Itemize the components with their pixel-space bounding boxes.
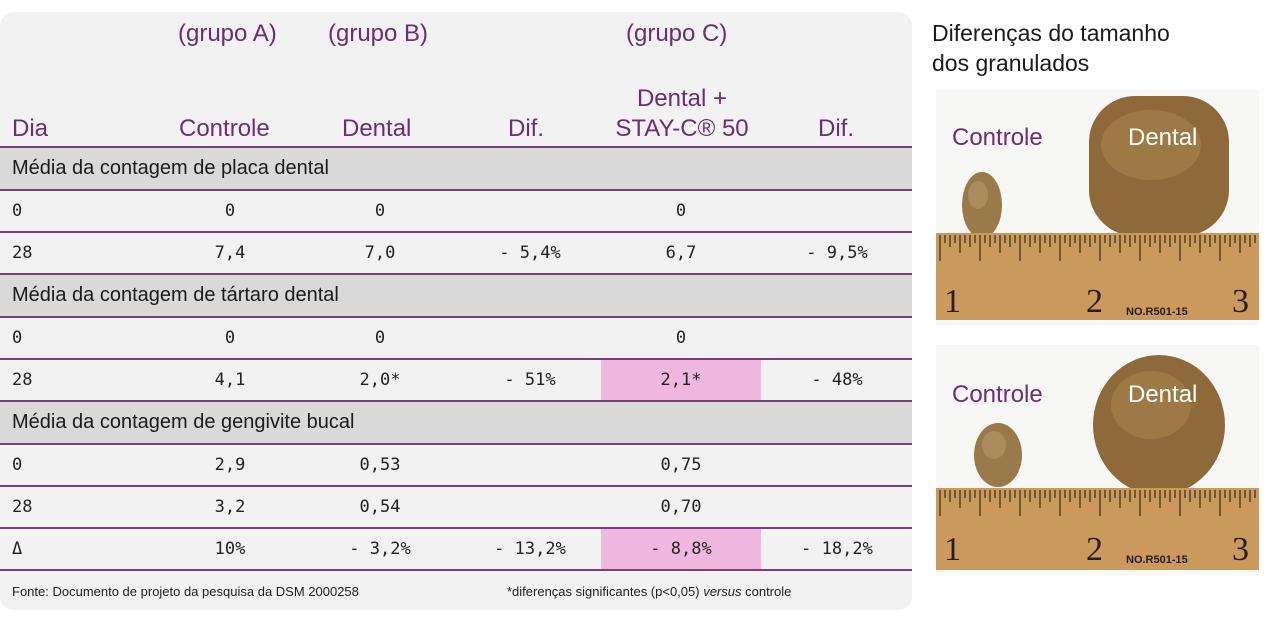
cell-dental: 7,0: [364, 243, 396, 263]
table-row: Δ 10% - 3,2% - 13,2% - 8,8% - 18,2%: [0, 529, 912, 572]
col-dental: Dental: [342, 115, 412, 142]
cell-dif1: [460, 191, 600, 231]
ruler-mark-3: 3: [1232, 531, 1249, 568]
cell-dental: 0: [374, 328, 386, 348]
table-row: 0 2,9 0,53 0,75: [0, 445, 912, 488]
row-divider: [0, 485, 912, 487]
cell-dif2: - 48%: [811, 370, 863, 390]
row-divider: [0, 146, 912, 148]
cell-stayc: 0: [675, 328, 687, 348]
table-row: 28 3,2 0,54 0,70: [0, 487, 912, 530]
kibble-photo-1: 1 2 3 NO.R501-15 Controle Dental: [936, 90, 1261, 325]
section-header: Média da contagem de gengivite bucal: [0, 402, 912, 443]
photo2-control-label: Controle: [952, 381, 1043, 408]
cell-dif2: [762, 191, 912, 231]
cell-dental: 2,0*: [359, 370, 401, 390]
cell-control: 3,2: [214, 497, 246, 517]
side-title: Diferenças do tamanho dos granulados: [932, 18, 1170, 78]
photo2-dental-label: Dental: [1128, 381, 1198, 408]
row-divider: [0, 400, 912, 402]
footnote-sig-text: *diferenças significantes (p<0,05): [507, 584, 704, 599]
row-divider: [0, 273, 912, 275]
cell-stayc: 0,70: [660, 497, 702, 517]
row-divider: [0, 316, 912, 318]
cell-dental: - 3,2%: [349, 539, 411, 559]
ruler-mark-1: 1: [944, 531, 961, 568]
cell-dental: 0,53: [359, 455, 401, 475]
footnote-significance: *diferenças significantes (p<0,05) versu…: [507, 584, 791, 599]
cell-day: 0: [12, 201, 23, 221]
col-control: Controle: [179, 115, 270, 142]
table-row: 0 0 0 0: [0, 318, 912, 361]
ruler-mark-2: 2: [1086, 283, 1103, 320]
row-divider: [0, 189, 912, 191]
cell-stayc: 6,7: [665, 243, 697, 263]
cell-control: 10%: [214, 539, 246, 559]
section-header: Média da contagem de tártaro dental: [0, 275, 912, 316]
cell-stayc: 0: [675, 201, 687, 221]
table-row: 0 0 0 0: [0, 191, 912, 234]
cell-stayc: - 8,8%: [601, 529, 761, 569]
cell-dif2: - 18,2%: [801, 539, 873, 559]
cell-dif1: - 5,4%: [499, 243, 561, 263]
side-title-line1: Diferenças do tamanho: [932, 20, 1170, 46]
row-divider: [0, 231, 912, 233]
col-stayc-line1: Dental +: [636, 85, 728, 112]
cell-dif2: - 9,5%: [806, 243, 868, 263]
section-header: Média da contagem de placa dental: [0, 148, 912, 189]
cell-control: 0: [224, 201, 236, 221]
kibble-photo-1-image: 1 2 3 NO.R501-15: [936, 90, 1261, 325]
footnote-source: Fonte: Documento de projeto da pesquisa …: [12, 584, 359, 599]
cell-dif2: [762, 445, 912, 485]
cell-dental: 0,54: [359, 497, 401, 517]
ruler-mark-1: 1: [944, 283, 961, 320]
cell-stayc: 0,75: [660, 455, 702, 475]
table-row: 28 7,4 7,0 - 5,4% 6,7 - 9,5%: [0, 233, 912, 276]
cell-day: 28: [12, 243, 33, 263]
ruler-id: NO.R501-15: [1126, 306, 1188, 318]
row-divider: [0, 527, 912, 529]
footnote-sig-text-end: controle: [741, 584, 792, 599]
ruler-mark-2: 2: [1086, 531, 1103, 568]
cell-dental: 0: [374, 201, 386, 221]
cell-dif1: [460, 318, 600, 358]
cell-dif2: [762, 318, 912, 358]
footnote-sig-italic: versus: [703, 584, 742, 599]
cell-day: Δ: [12, 539, 23, 559]
cell-day: 0: [12, 455, 23, 475]
cell-dif1: - 13,2%: [494, 539, 566, 559]
cell-dif1: [460, 487, 600, 527]
ruler-mark-3: 3: [1232, 283, 1249, 320]
kibble-photo-2: 1 2 3 NO.R501-15 Controle Dental: [936, 345, 1261, 575]
cell-day: 28: [12, 370, 33, 390]
row-divider: [0, 358, 912, 360]
photo1-dental-label: Dental: [1128, 124, 1198, 151]
photo1-control-label: Controle: [952, 124, 1043, 151]
group-a-header: (grupo A): [178, 20, 277, 47]
row-divider: [0, 569, 912, 571]
group-b-header: (grupo B): [328, 20, 429, 47]
cell-dif1: - 51%: [504, 370, 556, 390]
col-dif1: Dif.: [508, 115, 544, 142]
cell-control: 2,9: [214, 455, 246, 475]
col-dif2: Dif.: [818, 115, 854, 142]
col-stayc: Dental + STAY-C® 50: [602, 84, 762, 144]
cell-day: 0: [12, 328, 23, 348]
cell-dif1: [460, 445, 600, 485]
cell-control: 7,4: [214, 243, 246, 263]
side-title-line2: dos granulados: [932, 50, 1090, 76]
row-divider: [0, 443, 912, 445]
cell-control: 4,1: [214, 370, 246, 390]
group-c-header: (grupo C): [626, 20, 728, 47]
cell-dif2: [762, 487, 912, 527]
cell-control: 0: [224, 328, 236, 348]
kibble-photo-2-image: 1 2 3 NO.R501-15: [936, 345, 1261, 575]
col-stayc-line2: STAY-C® 50: [615, 115, 749, 142]
table-row: 28 4,1 2,0* - 51% 2,1* - 48%: [0, 360, 912, 403]
col-day: Dia: [12, 115, 49, 142]
ruler-id: NO.R501-15: [1126, 554, 1188, 566]
cell-day: 28: [12, 497, 33, 517]
cell-stayc: 2,1*: [601, 360, 761, 400]
